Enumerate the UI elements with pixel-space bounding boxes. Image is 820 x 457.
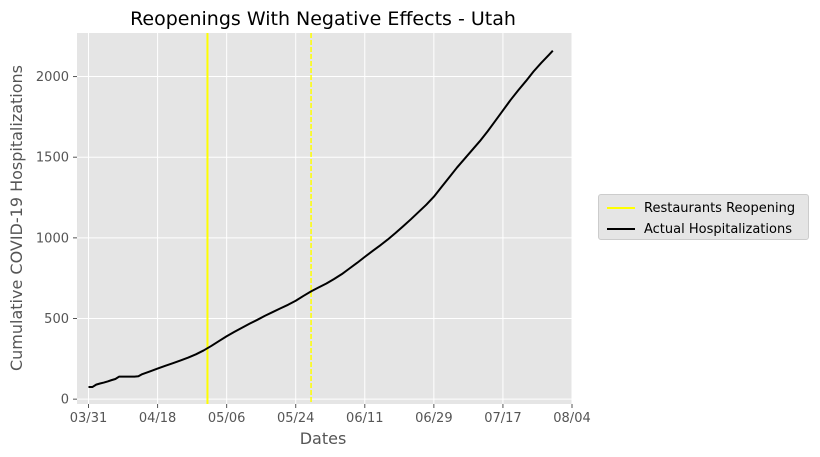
series-layer: [88, 50, 554, 389]
y-tick-label: 1000: [36, 231, 69, 246]
x-tick-label: 08/04: [553, 411, 590, 426]
y-tick-label: 0: [61, 393, 69, 408]
x-axis: 03/31 04/18 05/06 05/24 06/11 06/29 07/17 08/04: [70, 404, 591, 426]
x-tick-label: 05/24: [277, 411, 314, 426]
legend-label: Actual Hospitalizations: [644, 221, 792, 237]
legend-item-restaurants-reopening: Restaurants Reopening: [607, 199, 795, 217]
x-axis-label: Dates: [300, 429, 347, 448]
legend-swatch-black: [607, 228, 635, 230]
legend-item-actual-hospitalizations: Actual Hospitalizations: [607, 220, 792, 238]
legend: Restaurants Reopening Actual Hospitaliza…: [598, 194, 809, 240]
x-tick-label: 04/18: [139, 411, 176, 426]
x-tick-label: 06/29: [415, 411, 452, 426]
x-tick-label: 05/06: [208, 411, 245, 426]
x-tick-label: 06/11: [346, 411, 383, 426]
legend-swatch-yellow: [607, 207, 635, 209]
y-tick-label: 2000: [36, 70, 69, 85]
grid-lines: [77, 33, 573, 404]
series-line-actual-hospitalizations: [88, 50, 554, 389]
x-tick-label: 07/17: [484, 411, 521, 426]
plot-area: [77, 33, 572, 404]
x-tick-label: 03/31: [70, 411, 107, 426]
y-axis-label: Cumulative COVID-19 Hospitalizations: [7, 65, 26, 371]
chart-title: Reopenings With Negative Effects - Utah: [130, 8, 516, 30]
y-axis: 0 500 1000 1500 2000: [36, 70, 77, 408]
y-tick-label: 1500: [36, 151, 69, 166]
legend-label: Restaurants Reopening: [644, 200, 796, 216]
reopening-lines: [206, 33, 312, 404]
y-tick-label: 500: [44, 312, 69, 327]
